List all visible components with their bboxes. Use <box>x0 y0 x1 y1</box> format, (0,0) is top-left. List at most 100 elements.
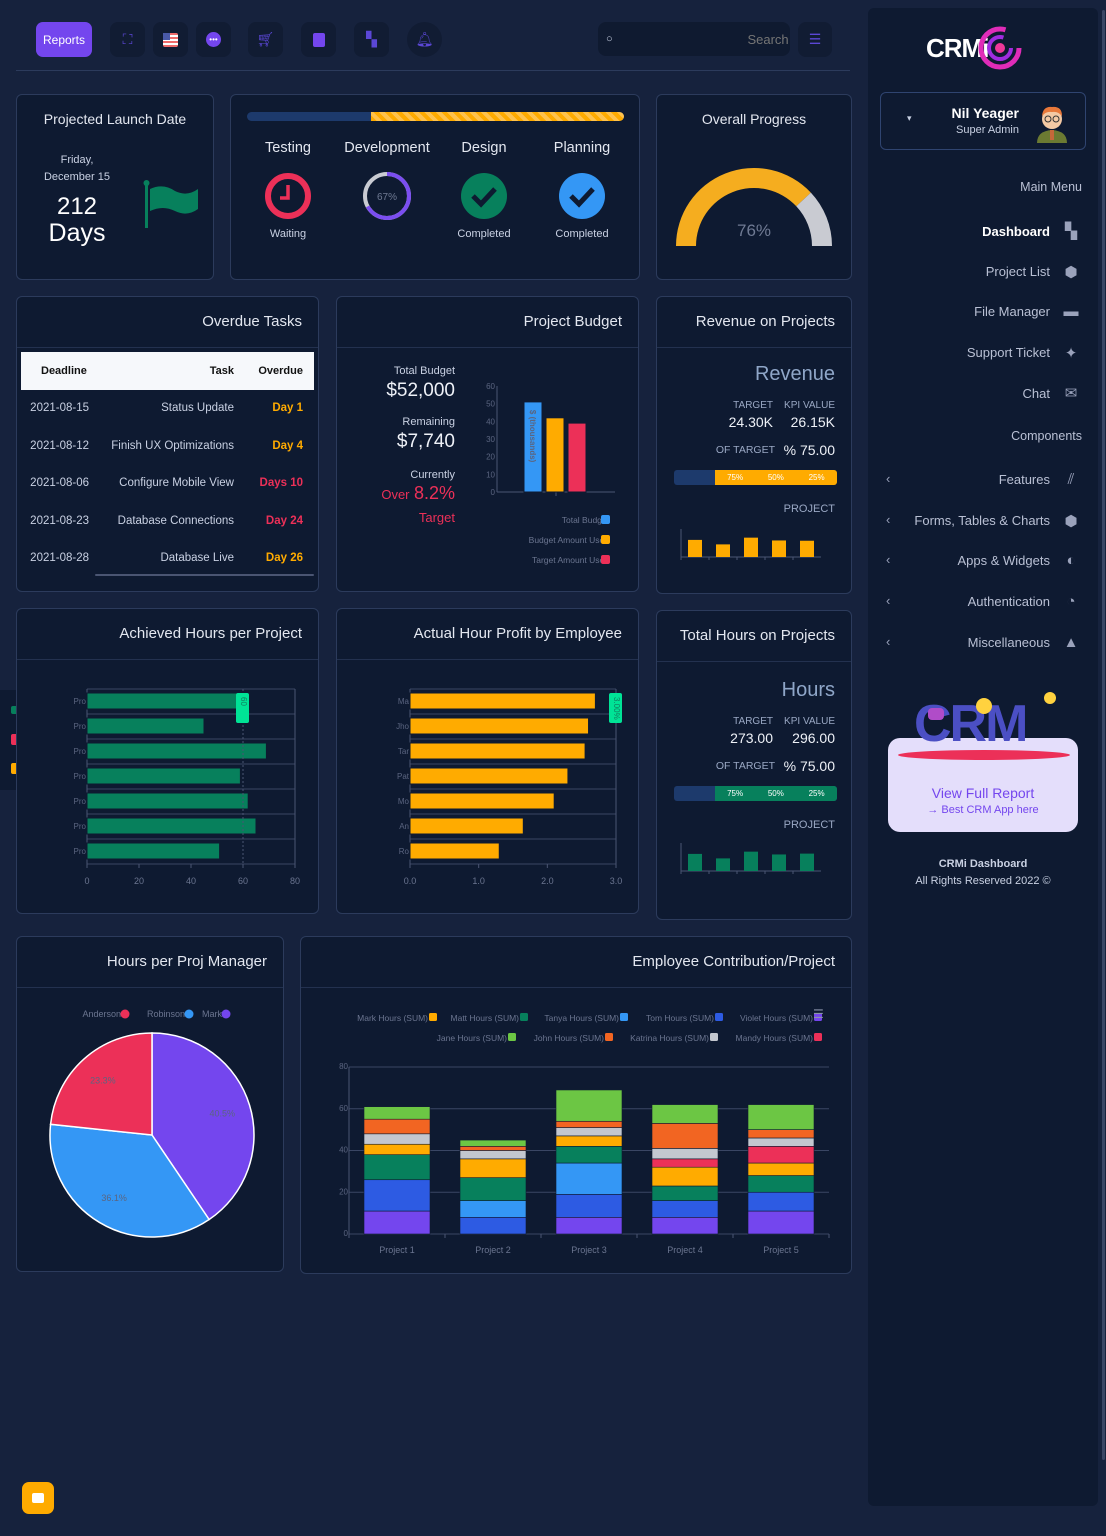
stack-segment[interactable] <box>363 1154 431 1181</box>
table-row[interactable]: 2021-08-06 Configure Mobile View Days 10 <box>17 477 318 497</box>
mini-bar[interactable] <box>800 853 814 871</box>
legend-swatch[interactable] <box>508 1033 516 1041</box>
stack-segment[interactable] <box>747 1191 815 1212</box>
pie-slice[interactable] <box>49 1032 153 1136</box>
mini-bar[interactable] <box>744 537 758 557</box>
bar[interactable] <box>409 792 555 810</box>
documents-button[interactable] <box>301 22 336 57</box>
stack-segment[interactable] <box>555 1135 623 1147</box>
search-box[interactable]: ○ <box>598 22 790 56</box>
sidebar-item-chat[interactable]: Chat ✉ <box>1023 384 1080 402</box>
stack-segment[interactable] <box>747 1146 815 1164</box>
stack-segment[interactable] <box>747 1137 815 1147</box>
stack-segment[interactable] <box>651 1158 719 1168</box>
bar[interactable] <box>86 742 267 760</box>
bar[interactable] <box>86 842 221 860</box>
stack-segment[interactable] <box>651 1200 719 1218</box>
stack-segment[interactable] <box>555 1089 623 1122</box>
reports-button[interactable]: Reports <box>36 22 92 57</box>
user-profile-dropdown[interactable]: ▾ Nil Yeager Super Admin <box>880 92 1086 150</box>
stack-segment[interactable] <box>459 1177 527 1201</box>
table-row[interactable]: 2021-08-23 Database Connections Day 24 <box>17 515 318 535</box>
bar[interactable] <box>409 742 586 760</box>
stack-segment[interactable] <box>459 1146 527 1151</box>
stack-segment[interactable] <box>555 1127 623 1137</box>
best-crm-link[interactable]: → Best CRM App here <box>927 804 1039 816</box>
notifications-button[interactable]: 🔔︎ <box>407 22 442 57</box>
stack-segment[interactable] <box>555 1120 623 1128</box>
stack-segment[interactable] <box>555 1216 623 1235</box>
sidebar-group-features[interactable]: ‹ Features ⫽ <box>868 471 1098 493</box>
legend-swatch[interactable] <box>620 1013 628 1021</box>
stack-segment[interactable] <box>459 1150 527 1160</box>
budget-bar[interactable] <box>545 417 565 493</box>
mini-bar[interactable] <box>716 544 730 557</box>
stack-segment[interactable] <box>363 1210 431 1235</box>
stack-segment[interactable] <box>459 1158 527 1178</box>
stack-segment[interactable] <box>555 1146 623 1164</box>
bar[interactable] <box>409 692 596 710</box>
legend-swatch[interactable] <box>429 1013 437 1021</box>
legend-swatch[interactable] <box>184 1009 194 1019</box>
legend-swatch[interactable] <box>520 1013 528 1021</box>
sidebar-item-file-manager[interactable]: File Manager ▬ <box>974 303 1080 320</box>
language-button[interactable] <box>153 22 188 57</box>
stack-segment[interactable] <box>747 1129 815 1139</box>
view-full-report-link[interactable]: View Full Report <box>931 785 1035 801</box>
stack-segment[interactable] <box>363 1143 431 1155</box>
mini-bar[interactable] <box>744 851 758 871</box>
bar[interactable] <box>409 842 500 860</box>
stack-segment[interactable] <box>363 1133 431 1145</box>
mini-bar[interactable] <box>800 540 814 557</box>
sidebar-group-forms-tables-charts[interactable]: ‹ Forms, Tables & Charts ⬢ <box>868 512 1098 534</box>
bar[interactable] <box>86 817 257 835</box>
stack-segment[interactable] <box>459 1139 527 1147</box>
budget-bar[interactable] <box>523 401 543 493</box>
mini-bar[interactable] <box>688 539 702 557</box>
sidebar-group-authentication[interactable]: ‹ Authentication ◔ <box>868 593 1098 615</box>
chart-menu-icon[interactable]: ☰ <box>813 1007 824 1021</box>
stack-segment[interactable] <box>747 1175 815 1193</box>
legend-swatch[interactable] <box>221 1009 231 1019</box>
stack-segment[interactable] <box>651 1166 719 1187</box>
mini-bar[interactable] <box>716 858 730 871</box>
cart-button[interactable]: 🛒︎ <box>248 22 283 57</box>
bar[interactable] <box>409 767 569 785</box>
stack-segment[interactable] <box>747 1104 815 1130</box>
layout-button[interactable]: ▚ <box>354 22 389 57</box>
chat-launcher-button[interactable] <box>22 1482 54 1514</box>
stack-segment[interactable] <box>459 1216 527 1235</box>
stack-segment[interactable] <box>459 1200 527 1218</box>
column-header[interactable]: Task <box>209 365 234 377</box>
table-row[interactable]: 2021-08-28 Database Live Day 26 <box>17 552 318 572</box>
menu-button[interactable]: ☰ <box>798 22 832 57</box>
table-row[interactable]: 2021-08-12 Finish UX Optimizations Day 4 <box>17 440 318 460</box>
bar[interactable] <box>86 692 247 710</box>
sidebar-group-miscellaneous[interactable]: ‹ Miscellaneous ▲ <box>868 634 1098 656</box>
bar[interactable] <box>86 792 249 810</box>
column-header[interactable]: Overdue <box>258 365 303 377</box>
stack-segment[interactable] <box>651 1104 719 1124</box>
bar[interactable] <box>409 817 524 835</box>
stack-segment[interactable] <box>363 1106 431 1120</box>
mini-bar[interactable] <box>688 853 702 871</box>
stack-segment[interactable] <box>363 1179 431 1212</box>
legend-swatch[interactable] <box>715 1013 723 1021</box>
sidebar-item-project-list[interactable]: Project List ⬢ <box>986 263 1080 281</box>
pie-slice[interactable] <box>49 1123 211 1238</box>
messages-button[interactable]: ••• <box>196 22 231 57</box>
sidebar-group-apps-widgets[interactable]: ‹ Apps & Widgets ◐ <box>868 552 1098 574</box>
sidebar-item-dashboard[interactable]: Dashboard ▚ <box>982 222 1080 240</box>
pie-slice[interactable] <box>151 1032 255 1221</box>
page-scrollbar[interactable] <box>1102 10 1105 1460</box>
legend-swatch[interactable] <box>120 1009 130 1019</box>
bar[interactable] <box>86 767 241 785</box>
bar[interactable] <box>409 717 590 735</box>
stack-segment[interactable] <box>651 1216 719 1235</box>
budget-bar[interactable] <box>567 422 587 493</box>
legend-swatch[interactable] <box>814 1033 822 1041</box>
stack-segment[interactable] <box>651 1185 719 1201</box>
sidebar-item-support-ticket[interactable]: Support Ticket ✦ <box>967 344 1080 362</box>
search-input[interactable] <box>612 31 789 47</box>
mini-bar[interactable] <box>772 854 786 871</box>
